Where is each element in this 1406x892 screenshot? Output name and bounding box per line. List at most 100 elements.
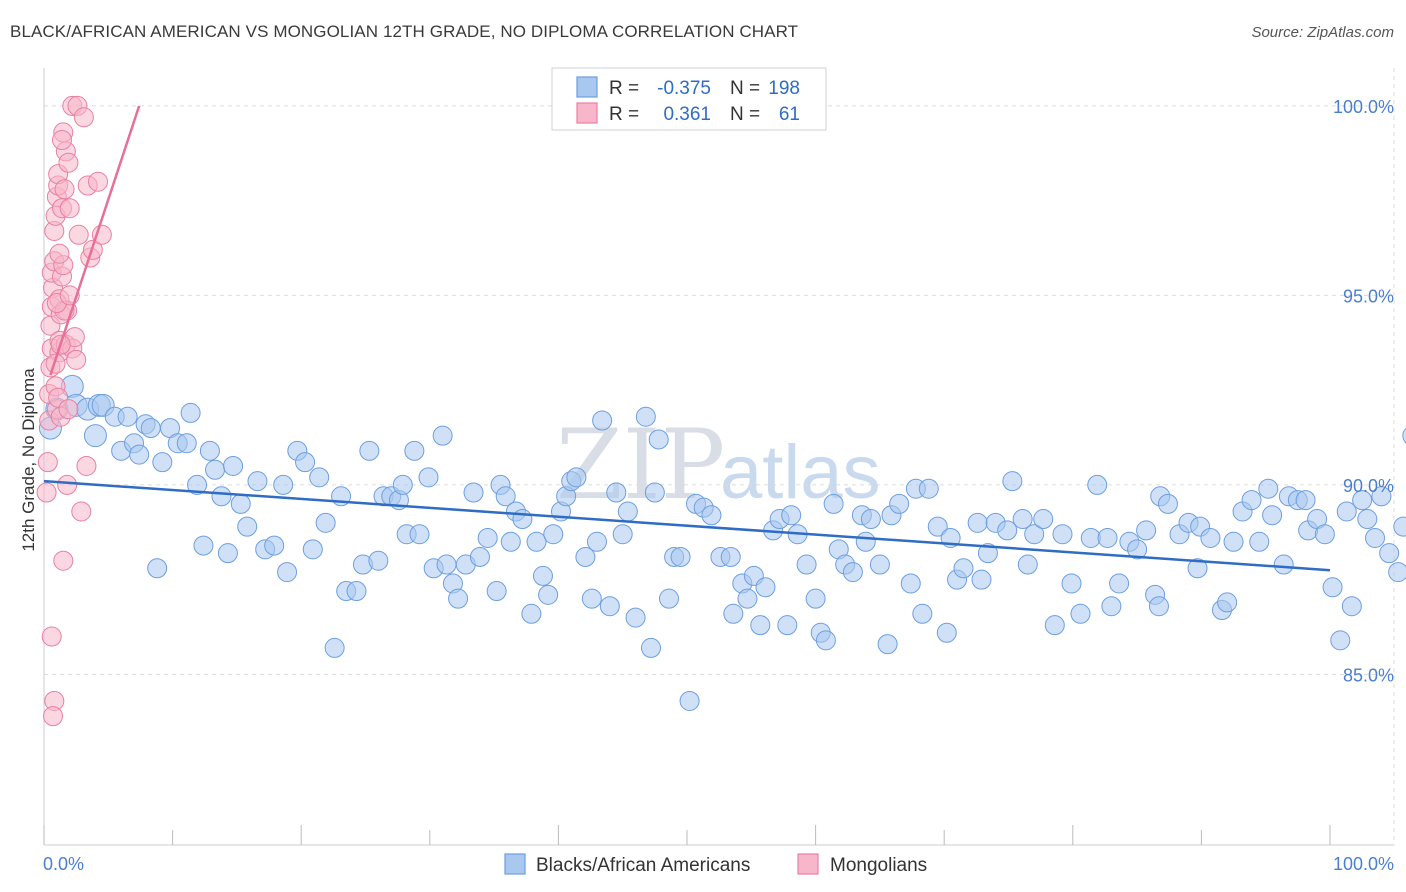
point-blacks-27 xyxy=(223,455,244,476)
point-blacks-83 xyxy=(599,596,620,617)
watermark-atlas: atlas xyxy=(720,430,881,515)
point-blacks-174 xyxy=(1262,505,1283,526)
point-blacks-25 xyxy=(211,486,232,507)
correlation-legend: R = -0.375 N = 198 R = 0.361 N = 61 xyxy=(551,67,827,131)
point-blacks-190 xyxy=(1379,543,1400,564)
point-blacks-148 xyxy=(1061,573,1082,594)
point-blacks-112 xyxy=(796,554,817,575)
bottom-legend-label-mongolians: Mongolians xyxy=(830,855,927,876)
point-blacks-19 xyxy=(176,433,197,454)
point-blacks-90 xyxy=(648,429,669,450)
point-blacks-80 xyxy=(581,588,602,609)
point-blacks-66 xyxy=(495,486,516,507)
point-blacks-78 xyxy=(566,467,587,488)
point-blacks-63 xyxy=(477,527,498,548)
bottom-legend-swatch-blacks xyxy=(504,853,526,875)
x-tick-label-min: 0.0% xyxy=(43,854,84,874)
point-mongolians-57 xyxy=(58,399,79,420)
point-blacks-22 xyxy=(193,535,214,556)
point-mongolians-49 xyxy=(53,550,74,571)
point-blacks-98 xyxy=(701,505,722,526)
point-blacks-183 xyxy=(1330,630,1351,651)
point-blacks-182 xyxy=(1322,577,1343,598)
trend-lines xyxy=(43,105,1331,572)
point-blacks-121 xyxy=(860,509,881,530)
point-blacks-187 xyxy=(1357,509,1378,530)
point-blacks-172 xyxy=(1249,531,1270,552)
point-mongolians-0 xyxy=(36,482,57,503)
point-blacks-145 xyxy=(1033,509,1054,530)
legend-r-value-blacks: -0.375 xyxy=(657,78,711,99)
point-blacks-140 xyxy=(997,520,1018,541)
point-blacks-138 xyxy=(977,543,998,564)
legend-r-value-mongolians: 0.361 xyxy=(663,104,711,125)
point-blacks-106 xyxy=(755,577,776,598)
point-mongolians-29 xyxy=(59,198,80,219)
point-blacks-34 xyxy=(273,474,294,495)
point-mongolians-38 xyxy=(73,107,94,128)
point-mongolians-28 xyxy=(58,152,79,173)
point-blacks-46 xyxy=(368,550,389,571)
point-blacks-192 xyxy=(1393,516,1406,537)
point-blacks-56 xyxy=(432,425,453,446)
point-blacks-132 xyxy=(936,622,957,643)
point-blacks-33 xyxy=(277,562,298,583)
point-blacks-12 xyxy=(129,444,150,465)
legend-r-label-mongolians: R = xyxy=(609,104,639,125)
legend-swatch-mongolians xyxy=(576,102,598,124)
point-blacks-72 xyxy=(532,565,553,586)
point-blacks-129 xyxy=(912,603,933,624)
point-blacks-173 xyxy=(1258,478,1279,499)
point-blacks-147 xyxy=(1052,524,1073,545)
point-blacks-123 xyxy=(869,554,890,575)
point-blacks-10 xyxy=(117,406,138,427)
point-blacks-39 xyxy=(315,512,336,533)
point-blacks-105 xyxy=(750,615,771,636)
point-blacks-186 xyxy=(1352,490,1373,511)
point-blacks-184 xyxy=(1336,501,1357,522)
point-blacks-166 xyxy=(1200,527,1221,548)
point-blacks-152 xyxy=(1097,527,1118,548)
point-blacks-14 xyxy=(140,418,161,439)
chart-title: BLACK/AFRICAN AMERICAN VS MONGOLIAN 12TH… xyxy=(10,22,799,41)
point-blacks-103 xyxy=(737,588,758,609)
point-blacks-74 xyxy=(543,524,564,545)
point-blacks-131 xyxy=(927,516,948,537)
point-blacks-88 xyxy=(635,406,656,427)
legend-n-value-mongolians: 61 xyxy=(779,104,800,125)
point-blacks-15 xyxy=(147,558,168,579)
point-blacks-45 xyxy=(359,440,380,461)
point-blacks-171 xyxy=(1241,490,1262,511)
y-tick-labels: 100.0% 95.0% 90.0% 85.0% xyxy=(1333,97,1394,686)
point-mongolians-46 xyxy=(57,474,78,495)
point-blacks-141 xyxy=(1002,471,1023,492)
point-mongolians-42 xyxy=(88,171,109,192)
point-blacks-191 xyxy=(1388,562,1406,583)
point-blacks-142 xyxy=(1012,509,1033,530)
legend-box xyxy=(551,67,827,131)
point-blacks-67 xyxy=(500,531,521,552)
point-blacks-36 xyxy=(295,452,316,473)
point-blacks-32 xyxy=(264,535,285,556)
point-mongolians-59 xyxy=(45,353,66,374)
point-blacks-100 xyxy=(720,546,741,567)
point-blacks-92 xyxy=(658,588,679,609)
point-blacks-161 xyxy=(1157,493,1178,514)
point-blacks-54 xyxy=(418,467,439,488)
source-label: Source: ZipAtlas.com xyxy=(1251,24,1394,41)
point-blacks-64 xyxy=(486,581,507,602)
point-blacks-69 xyxy=(512,509,533,530)
point-blacks-38 xyxy=(309,467,330,488)
point-blacks-144 xyxy=(1024,524,1045,545)
point-blacks-87 xyxy=(625,607,646,628)
trend-line-mongolians xyxy=(49,105,141,376)
point-blacks-81 xyxy=(586,531,607,552)
point-blacks-156 xyxy=(1127,539,1148,560)
point-blacks-168 xyxy=(1217,592,1238,613)
point-blacks-89 xyxy=(640,637,661,658)
bottom-legend-label-blacks: Blacks/African Americans xyxy=(536,855,750,876)
point-mongolians-52 xyxy=(43,706,64,727)
point-blacks-70 xyxy=(521,603,542,624)
point-blacks-169 xyxy=(1223,531,1244,552)
